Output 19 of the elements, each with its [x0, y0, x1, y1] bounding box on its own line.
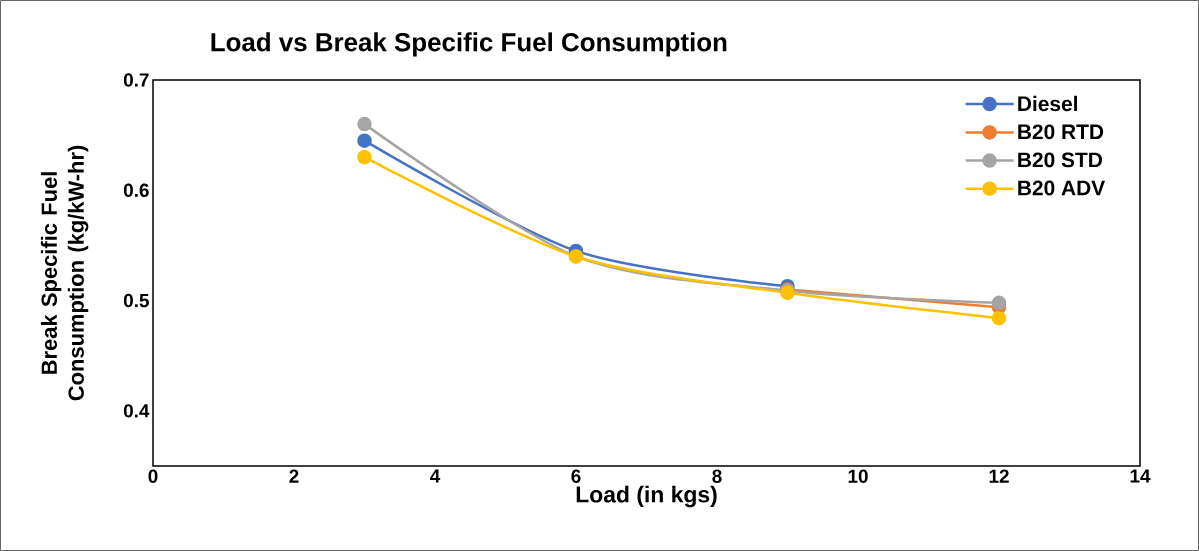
legend-label: B20 ADV: [1018, 180, 1106, 196]
y-tick-label: 0.7: [123, 73, 149, 87]
x-tick-label: 10: [848, 469, 868, 483]
chart-title: Load vs Break Specific Fuel Consumption: [211, 32, 727, 57]
x-tick-label: 6: [571, 469, 581, 483]
y-tick-label: 0.4: [123, 404, 150, 418]
y-axis-title: Break Specific Fuel Consumption (kg/kW-hr): [40, 145, 89, 401]
x-tick-label: 4: [430, 469, 441, 483]
y-tick-label: 0.6: [123, 183, 149, 197]
x-tick-label: 8: [712, 469, 722, 483]
y-tick-label: 0.5: [123, 293, 149, 308]
legend-label: Diesel: [1018, 95, 1077, 112]
x-tick-label: 14: [1130, 469, 1151, 483]
x-axis-title: Load (in kgs): [576, 485, 717, 508]
x-tick-label: 2: [289, 469, 299, 483]
legend-label: B20 RTD: [1018, 124, 1104, 140]
x-tick-label: 12: [989, 469, 1009, 483]
legend-label: B20 STD: [1018, 152, 1102, 168]
x-tick-label: 0: [148, 469, 158, 483]
